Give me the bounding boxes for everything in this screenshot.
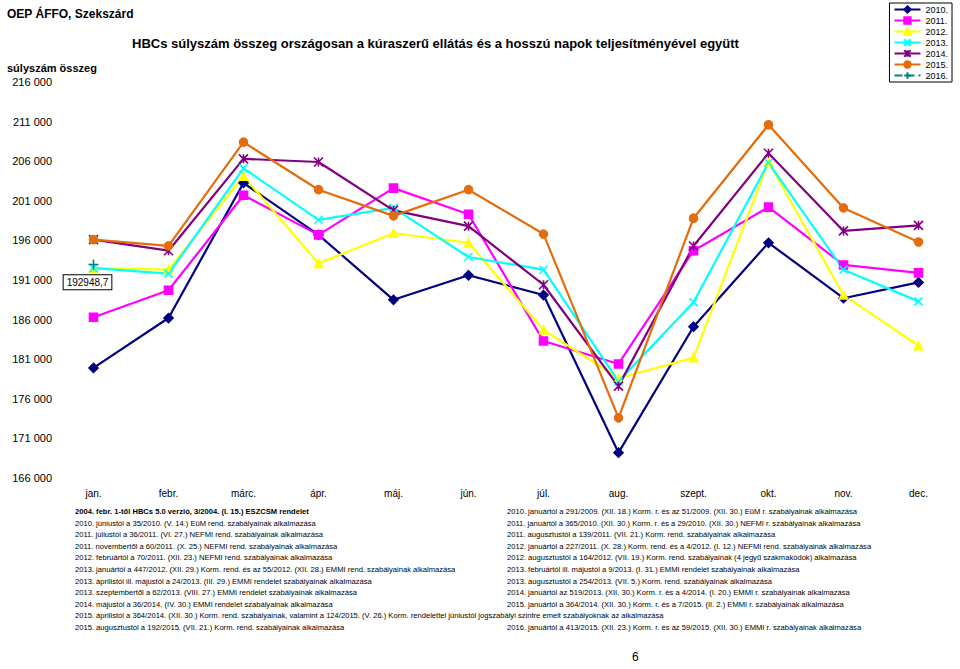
svg-text:2015.: 2015. xyxy=(925,60,948,70)
html-text:2013. augusztustól a 254/2013.: 2013. augusztustól a 254/2013. (VII. 5.)… xyxy=(507,576,773,586)
svg-text:216 000: 216 000 xyxy=(12,76,52,88)
svg-text:súlyszám összeg: súlyszám összeg xyxy=(7,62,97,74)
html-text:2011. júliustól a 36/2011. (VI: 2011. júliustól a 36/2011. (VI. 27.) NEF… xyxy=(75,530,323,540)
html-text:2010. januártól a 291/2009. (X: 2010. januártól a 291/2009. (XII. 18.) K… xyxy=(507,507,857,516)
html-text:2015. augusztustól a 192/2015.: 2015. augusztustól a 192/2015. (VII. 21.… xyxy=(75,623,345,632)
svg-text:jún.: jún. xyxy=(459,488,476,499)
html-text:2012. augusztustól a 164/2012.: 2012. augusztustól a 164/2012. (VII. 19.… xyxy=(507,553,857,563)
svg-text:211 000: 211 000 xyxy=(13,116,52,128)
svg-text:dec.: dec. xyxy=(909,488,928,499)
html-text:2012. februártól a 70/2011. (X: 2012. februártól a 70/2011. (XII. 23.) N… xyxy=(75,553,333,563)
svg-text:HBCs súlyszám összeg országosa: HBCs súlyszám összeg országosan a kúrasz… xyxy=(132,36,740,51)
svg-text:166 000: 166 000 xyxy=(12,472,52,484)
svg-text:2014.: 2014. xyxy=(925,49,948,59)
html-text:2015. áprilistól a 364/2014. (: 2015. áprilistól a 364/2014. (XII. 30.) … xyxy=(75,611,664,621)
html-text:2010. júniustól a 35/2010. (V.: 2010. júniustól a 35/2010. (V. 14.) EüM … xyxy=(75,518,316,528)
svg-text:aug.: aug. xyxy=(609,488,628,499)
svg-text:171 000: 171 000 xyxy=(12,432,52,444)
svg-text:186 000: 186 000 xyxy=(12,314,52,326)
svg-text:2010.: 2010. xyxy=(925,5,948,15)
svg-text:192948,7: 192948,7 xyxy=(67,277,109,288)
html-text:2013. áprilistól ill. májustól: 2013. áprilistól ill. májustól a 24/2013… xyxy=(75,576,372,586)
svg-text:181 000: 181 000 xyxy=(12,353,52,365)
html-text:2014. májustól a 36/2014. (IV.: 2014. májustól a 36/2014. (IV. 30.) EMMI… xyxy=(75,599,333,609)
svg-text:márc.: márc. xyxy=(231,488,256,499)
svg-text:okt.: okt. xyxy=(760,488,776,499)
html-text:6: 6 xyxy=(632,650,639,664)
svg-text:196 000: 196 000 xyxy=(12,234,52,246)
svg-text:206 000: 206 000 xyxy=(12,155,52,167)
html-text:2014. januártól az 519/2013. (: 2014. januártól az 519/2013. (XII. 30.) … xyxy=(507,588,850,598)
svg-text:nov.: nov. xyxy=(834,488,852,499)
svg-text:176 000: 176 000 xyxy=(12,393,52,405)
svg-text:jan.: jan. xyxy=(84,488,101,499)
svg-text:ápr.: ápr. xyxy=(310,488,327,499)
svg-text:máj.: máj. xyxy=(384,488,403,499)
svg-text:191 000: 191 000 xyxy=(12,274,52,286)
svg-text:2011.: 2011. xyxy=(925,16,947,26)
svg-text:febr.: febr. xyxy=(159,488,178,499)
svg-text:2012.: 2012. xyxy=(925,27,948,37)
html-text:2011. novembertől a 60/2011. (: 2011. novembertől a 60/2011. (X. 25.) NE… xyxy=(75,541,338,551)
html-text:2004. febr. 1-től HBCs 5.0 ver: 2004. febr. 1-től HBCs 5.0 verzió, 3/200… xyxy=(75,507,309,516)
svg-text:2016.: 2016. xyxy=(925,71,948,81)
html-text:2013. januártól a 447/2012. (X: 2013. januártól a 447/2012. (XII. 29.) K… xyxy=(75,565,456,574)
html-text:2013. szeptembertől a 62/2013.: 2013. szeptembertől a 62/2013. (VIII. 27… xyxy=(75,588,357,598)
svg-text:szept.: szept. xyxy=(680,488,707,499)
svg-text:201 000: 201 000 xyxy=(12,195,52,207)
html-text:2011. januártól a 365/2010. (X: 2011. januártól a 365/2010. (XII. 30.) K… xyxy=(507,518,861,528)
svg-text:2013.: 2013. xyxy=(925,38,948,48)
html-text:2011. augusztustól a 139/2011.: 2011. augusztustól a 139/2011. (VII. 21.… xyxy=(507,530,776,540)
html-text:2013. februártól ill. májustól: 2013. februártól ill. májustól a 9/2013.… xyxy=(507,565,800,574)
html-text:2016. januártól a 413/2015. (X: 2016. januártól a 413/2015. (XII. 23.) K… xyxy=(507,623,862,632)
svg-text:júl.: júl. xyxy=(536,488,550,499)
svg-text:OEP ÁFFO, Szekszárd: OEP ÁFFO, Szekszárd xyxy=(7,6,134,21)
html-text:2012. januártól a 227/2011. (X: 2012. januártól a 227/2011. (X. 28.) Kor… xyxy=(507,541,872,551)
html-text:2015. januártól a 364/2014. (X: 2015. januártól a 364/2014. (XII. 30.) K… xyxy=(507,599,844,609)
